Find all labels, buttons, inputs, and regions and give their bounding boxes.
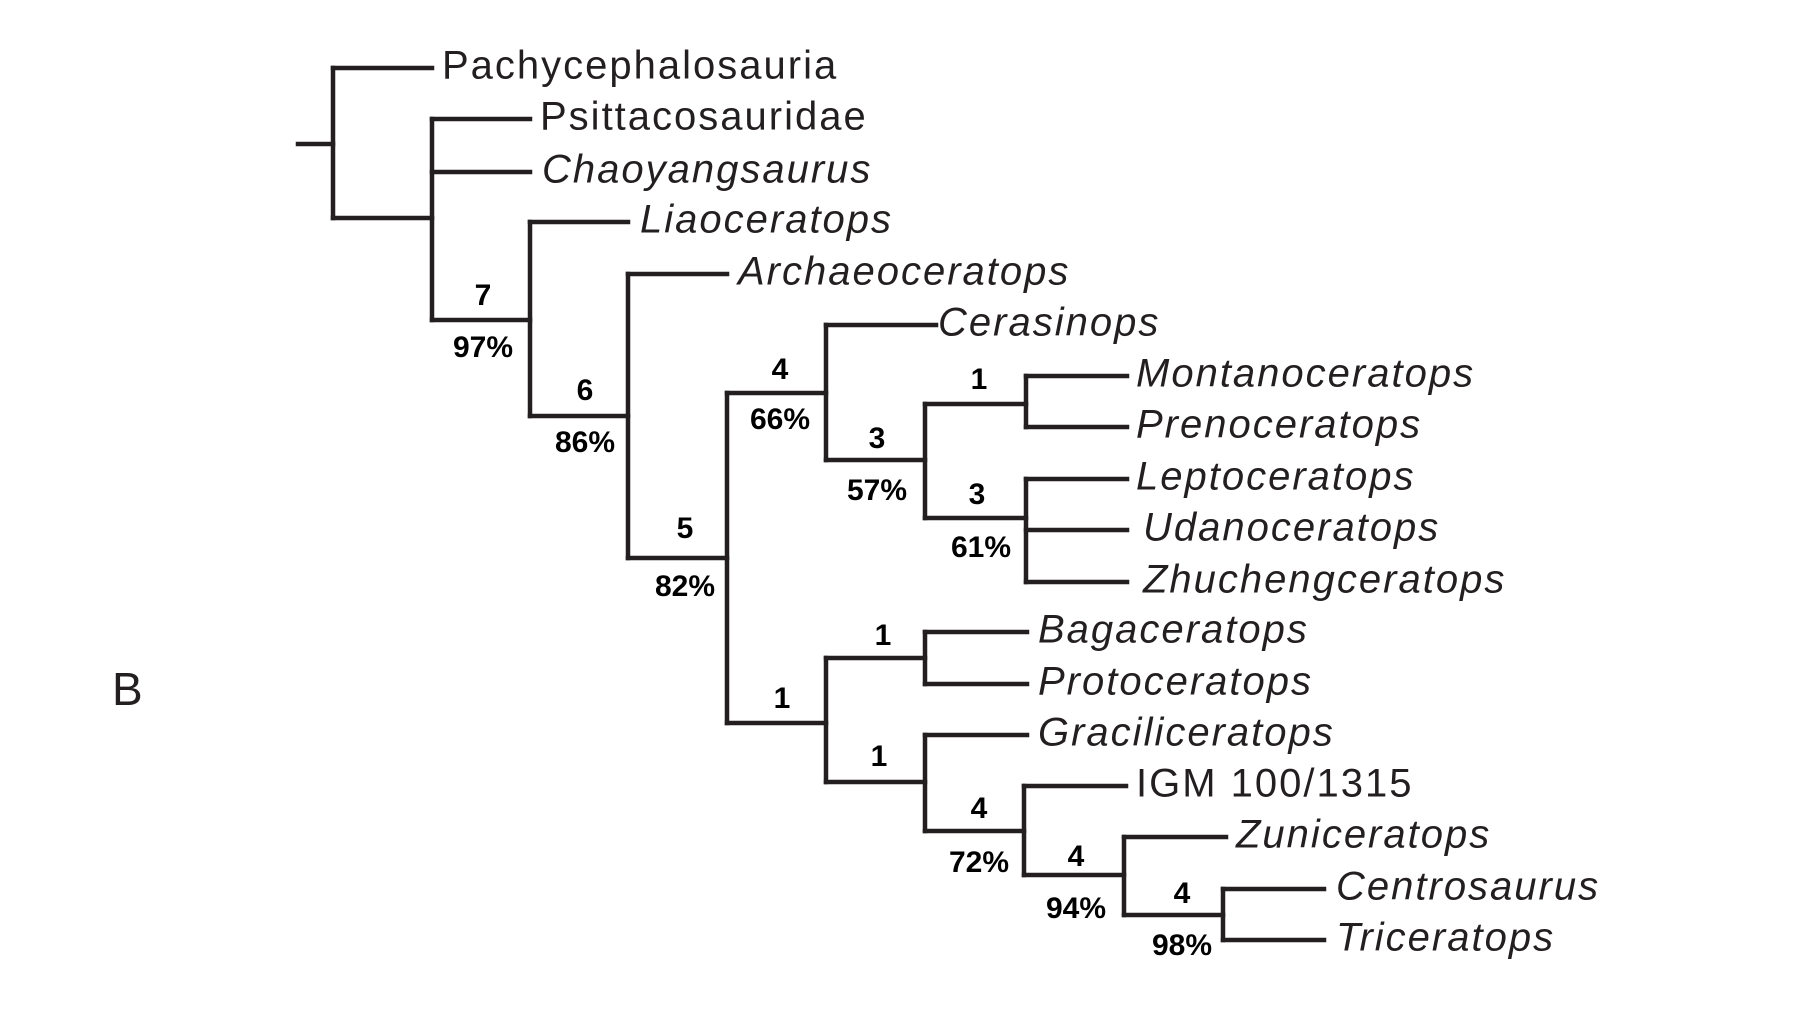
bootstrap-value: 82% <box>655 570 715 603</box>
bremer-value: 6 <box>577 374 594 407</box>
bootstrap-value: 97% <box>453 331 513 364</box>
taxon-zuniceratops: Zuniceratops <box>1235 813 1491 857</box>
taxon-liaoceratops: Liaoceratops <box>640 198 893 242</box>
taxon-prenoceratops: Prenoceratops <box>1136 403 1422 447</box>
node-support-values: 7 97% 6 86% 5 82% 4 66% 3 57% 1 3 61% 1 … <box>453 279 1212 962</box>
taxon-labels: Pachycephalosauria Psittacosauridae Chao… <box>442 44 1600 960</box>
bremer-value: 3 <box>869 422 886 455</box>
taxon-leptoceratops: Leptoceratops <box>1136 455 1416 499</box>
tree-branches <box>295 65 1327 943</box>
bremer-value: 3 <box>969 478 986 511</box>
bootstrap-value: 66% <box>750 403 810 436</box>
bootstrap-value: 94% <box>1046 892 1106 925</box>
panel-label: B <box>112 663 143 715</box>
bootstrap-value: 98% <box>1152 929 1212 962</box>
taxon-udanoceratops: Udanoceratops <box>1143 506 1440 550</box>
taxon-chaoyangsaurus: Chaoyangsaurus <box>542 148 872 192</box>
taxon-bagaceratops: Bagaceratops <box>1038 608 1309 652</box>
taxon-psittacosauridae: Psittacosauridae <box>540 95 868 139</box>
taxon-centrosaurus: Centrosaurus <box>1336 865 1600 909</box>
bootstrap-value: 86% <box>555 426 615 459</box>
bremer-value: 4 <box>772 353 789 386</box>
taxon-pachycephalosauria: Pachycephalosauria <box>442 44 838 88</box>
bremer-value: 4 <box>1068 840 1085 873</box>
taxon-triceratops: Triceratops <box>1336 916 1555 960</box>
bootstrap-value: 61% <box>951 531 1011 564</box>
bootstrap-value: 57% <box>847 474 907 507</box>
bremer-value: 1 <box>774 682 791 715</box>
bremer-value: 1 <box>971 363 988 396</box>
taxon-cerasinops: Cerasinops <box>938 301 1160 345</box>
taxon-zhuchengceratops: Zhuchengceratops <box>1142 558 1506 602</box>
taxon-graciliceratops: Graciliceratops <box>1038 711 1335 755</box>
taxon-archaeoceratops: Archaeoceratops <box>736 250 1070 294</box>
bootstrap-value: 72% <box>949 846 1009 879</box>
bremer-value: 4 <box>1174 877 1191 910</box>
bremer-value: 1 <box>875 619 892 652</box>
bremer-value: 7 <box>475 279 492 312</box>
taxon-montanoceratops: Montanoceratops <box>1136 352 1475 396</box>
bremer-value: 5 <box>677 512 694 545</box>
bremer-value: 4 <box>971 792 988 825</box>
taxon-igm-100-1315: IGM 100/1315 <box>1136 762 1414 806</box>
bremer-value: 1 <box>871 740 888 773</box>
taxon-protoceratops: Protoceratops <box>1038 660 1313 704</box>
